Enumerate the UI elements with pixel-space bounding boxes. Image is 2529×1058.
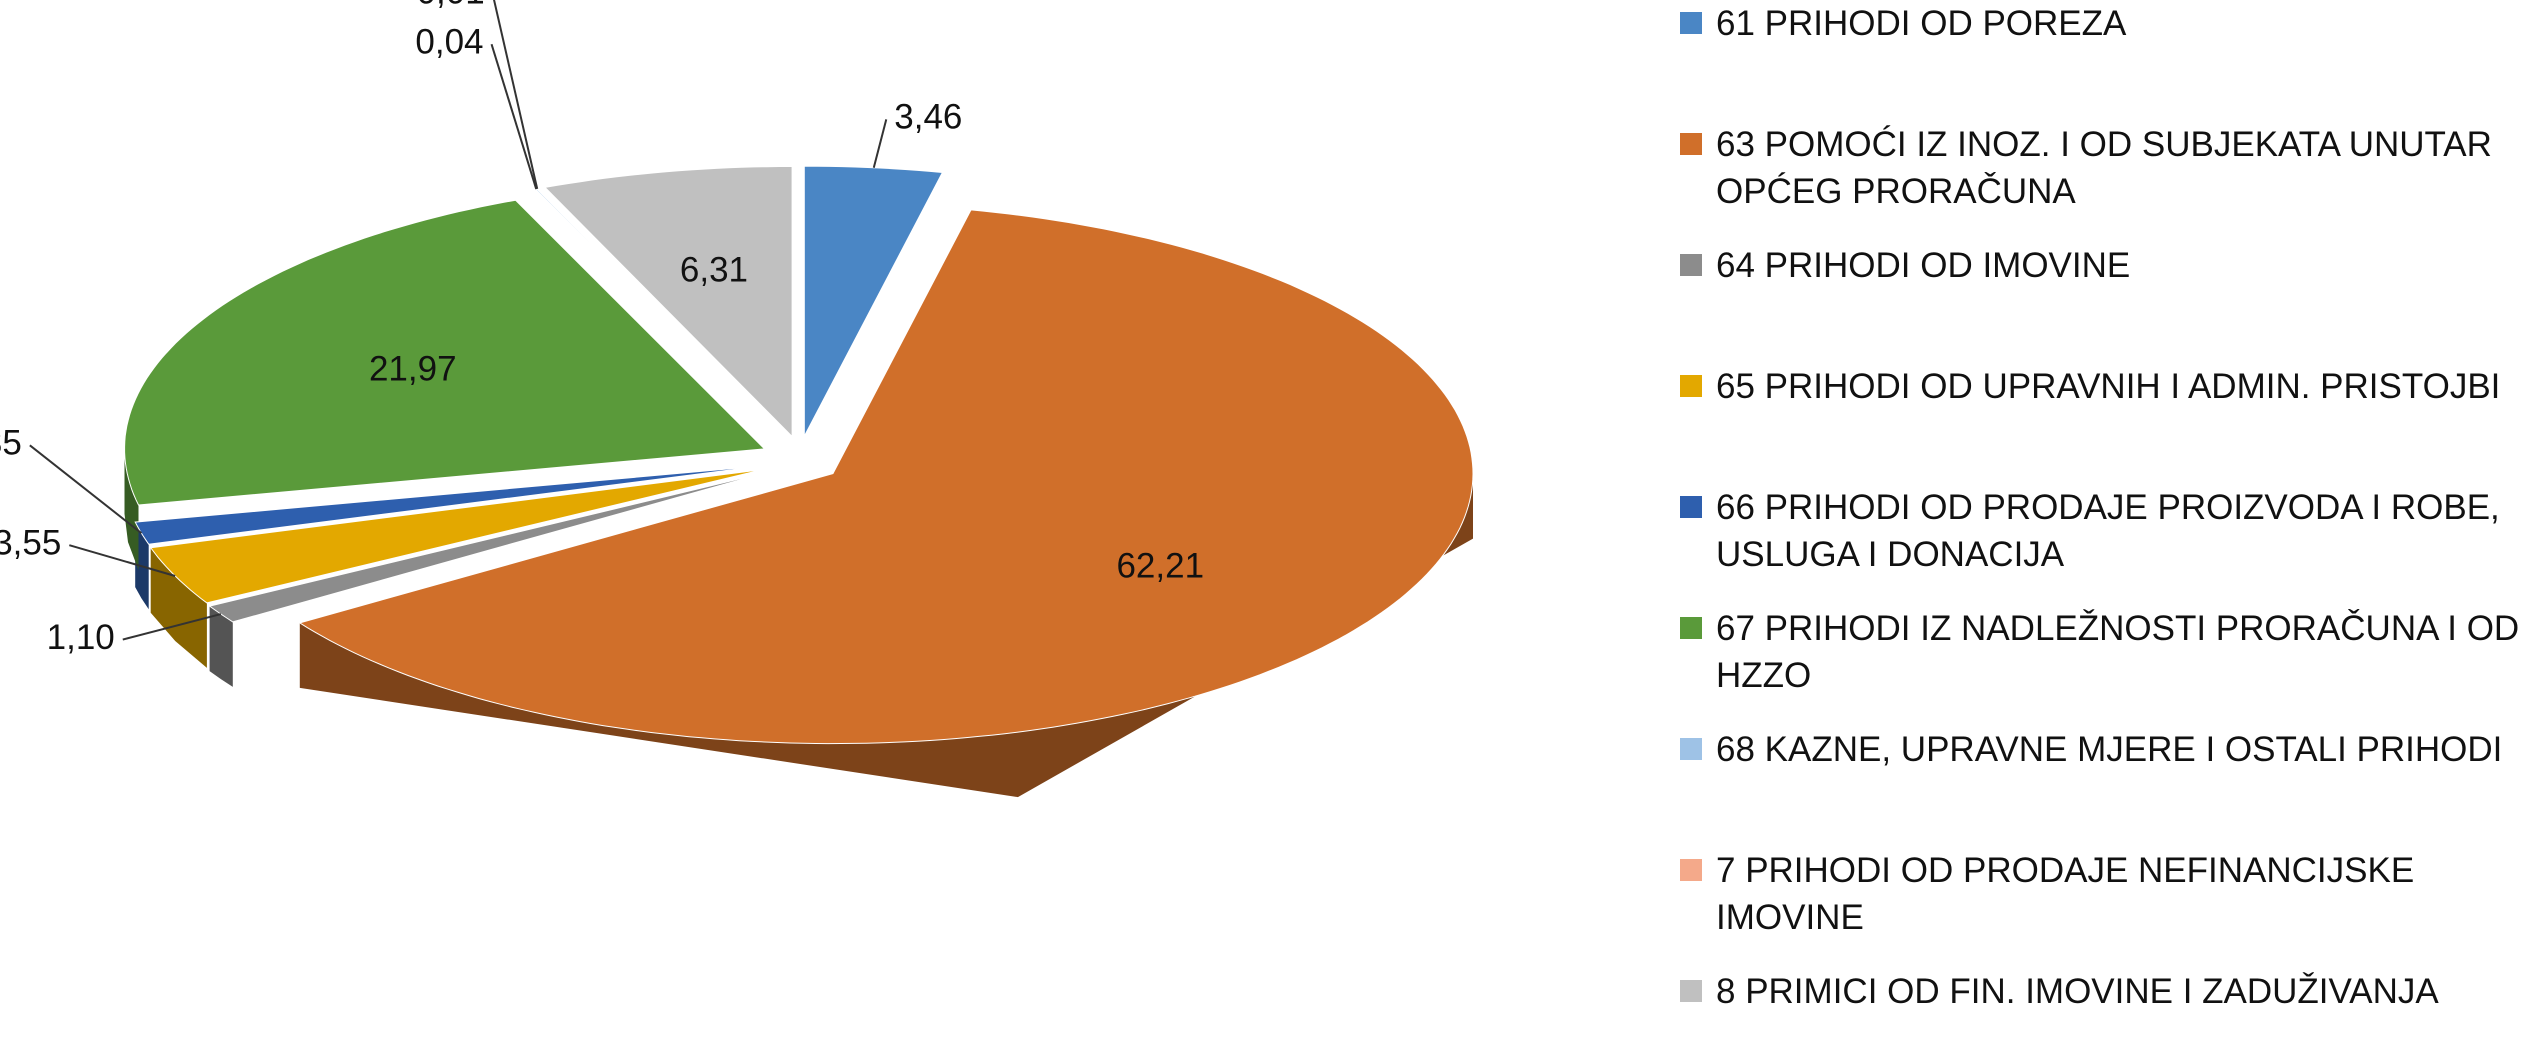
legend-label: 61 PRIHODI OD POREZA — [1716, 4, 2127, 43]
data-label: 3,46 — [894, 98, 962, 137]
legend-label: 67 PRIHODI IZ NADLEŽNOSTI PRORAČUNA I OD… — [1716, 609, 2520, 695]
legend-label: 65 PRIHODI OD UPRAVNIH I ADMIN. PRISTOJB… — [1716, 367, 2501, 406]
slice — [298, 209, 1474, 745]
legend-item: 61 PRIHODI OD POREZA — [1680, 0, 2126, 47]
legend-label: 68 KAZNE, UPRAVNE MJERE I OSTALI PRIHODI — [1716, 730, 2503, 769]
legend-swatch — [1680, 496, 1702, 518]
data-label: 3,55 — [0, 523, 61, 562]
legend-swatch — [1680, 859, 1702, 881]
pie-area: 3,46 62,21 1,10 3,55 1,35 21,97 0,04 0,01 6,31 — [0, 0, 1474, 798]
legend-swatch — [1680, 617, 1702, 639]
slice — [124, 199, 766, 506]
slice — [149, 468, 764, 604]
slice-side — [150, 547, 207, 668]
legend-label: 66 PRIHODI OD PRODAJE PROIZVODA I ROBE, … — [1716, 488, 2500, 574]
data-label: 1,35 — [0, 424, 22, 463]
data-label: 1,10 — [47, 618, 115, 657]
legend-label: 64 PRIHODI OD IMOVINE — [1716, 246, 2131, 285]
leader-line — [122, 613, 222, 641]
legend-item: 8 PRIMICI OD FIN. IMOVINE I ZADUŽIVANJA — [1680, 968, 2439, 1015]
data-label: 0,04 — [415, 22, 483, 61]
legend-item: 67 PRIHODI IZ NADLEŽNOSTI PRORAČUNA I OD… — [1680, 605, 2525, 699]
legend-item: 63 POMOĆI IZ INOZ. I OD SUBJEKATA UNUTAR… — [1680, 121, 2525, 215]
legend-swatch — [1680, 133, 1702, 155]
legend-label: 8 PRIMICI OD FIN. IMOVINE I ZADUŽIVANJA — [1716, 972, 2439, 1011]
leader-line — [490, 43, 538, 190]
legend-swatch — [1680, 254, 1702, 276]
slice — [803, 165, 944, 437]
leader-line — [872, 119, 888, 168]
legend-swatch — [1680, 375, 1702, 397]
legend-item: 64 PRIHODI OD IMOVINE — [1680, 242, 2130, 289]
legend-swatch — [1680, 12, 1702, 34]
legend-item: 65 PRIHODI OD UPRAVNIH I ADMIN. PRISTOJB… — [1680, 363, 2500, 410]
legend-item: 66 PRIHODI OD PRODAJE PROIZVODA I ROBE, … — [1680, 484, 2525, 578]
legend-label: 7 PRIHODI OD PRODAJE NEFINANCIJSKE IMOVI… — [1716, 851, 2415, 937]
data-label: 62,21 — [1116, 546, 1204, 585]
leader-line — [29, 444, 143, 534]
data-label: 21,97 — [369, 350, 457, 389]
slice-side — [124, 448, 139, 570]
data-label: 0,01 — [417, 0, 485, 11]
data-label: 6,31 — [680, 251, 748, 290]
leader-line — [493, 0, 539, 190]
legend-swatch — [1680, 738, 1702, 760]
leader-line — [69, 544, 176, 577]
slice-side — [209, 606, 233, 687]
legend-item: 7 PRIHODI OD PRODAJE NEFINANCIJSKE IMOVI… — [1680, 847, 2525, 941]
legend-item: 68 KAZNE, UPRAVNE MJERE I OSTALI PRIHODI — [1680, 726, 2502, 773]
legend-label: 63 POMOĆI IZ INOZ. I OD SUBJEKATA UNUTAR… — [1716, 125, 2492, 211]
slice — [208, 472, 767, 623]
slice — [543, 166, 793, 438]
legend-swatch — [1680, 980, 1702, 1002]
slice — [134, 465, 762, 545]
